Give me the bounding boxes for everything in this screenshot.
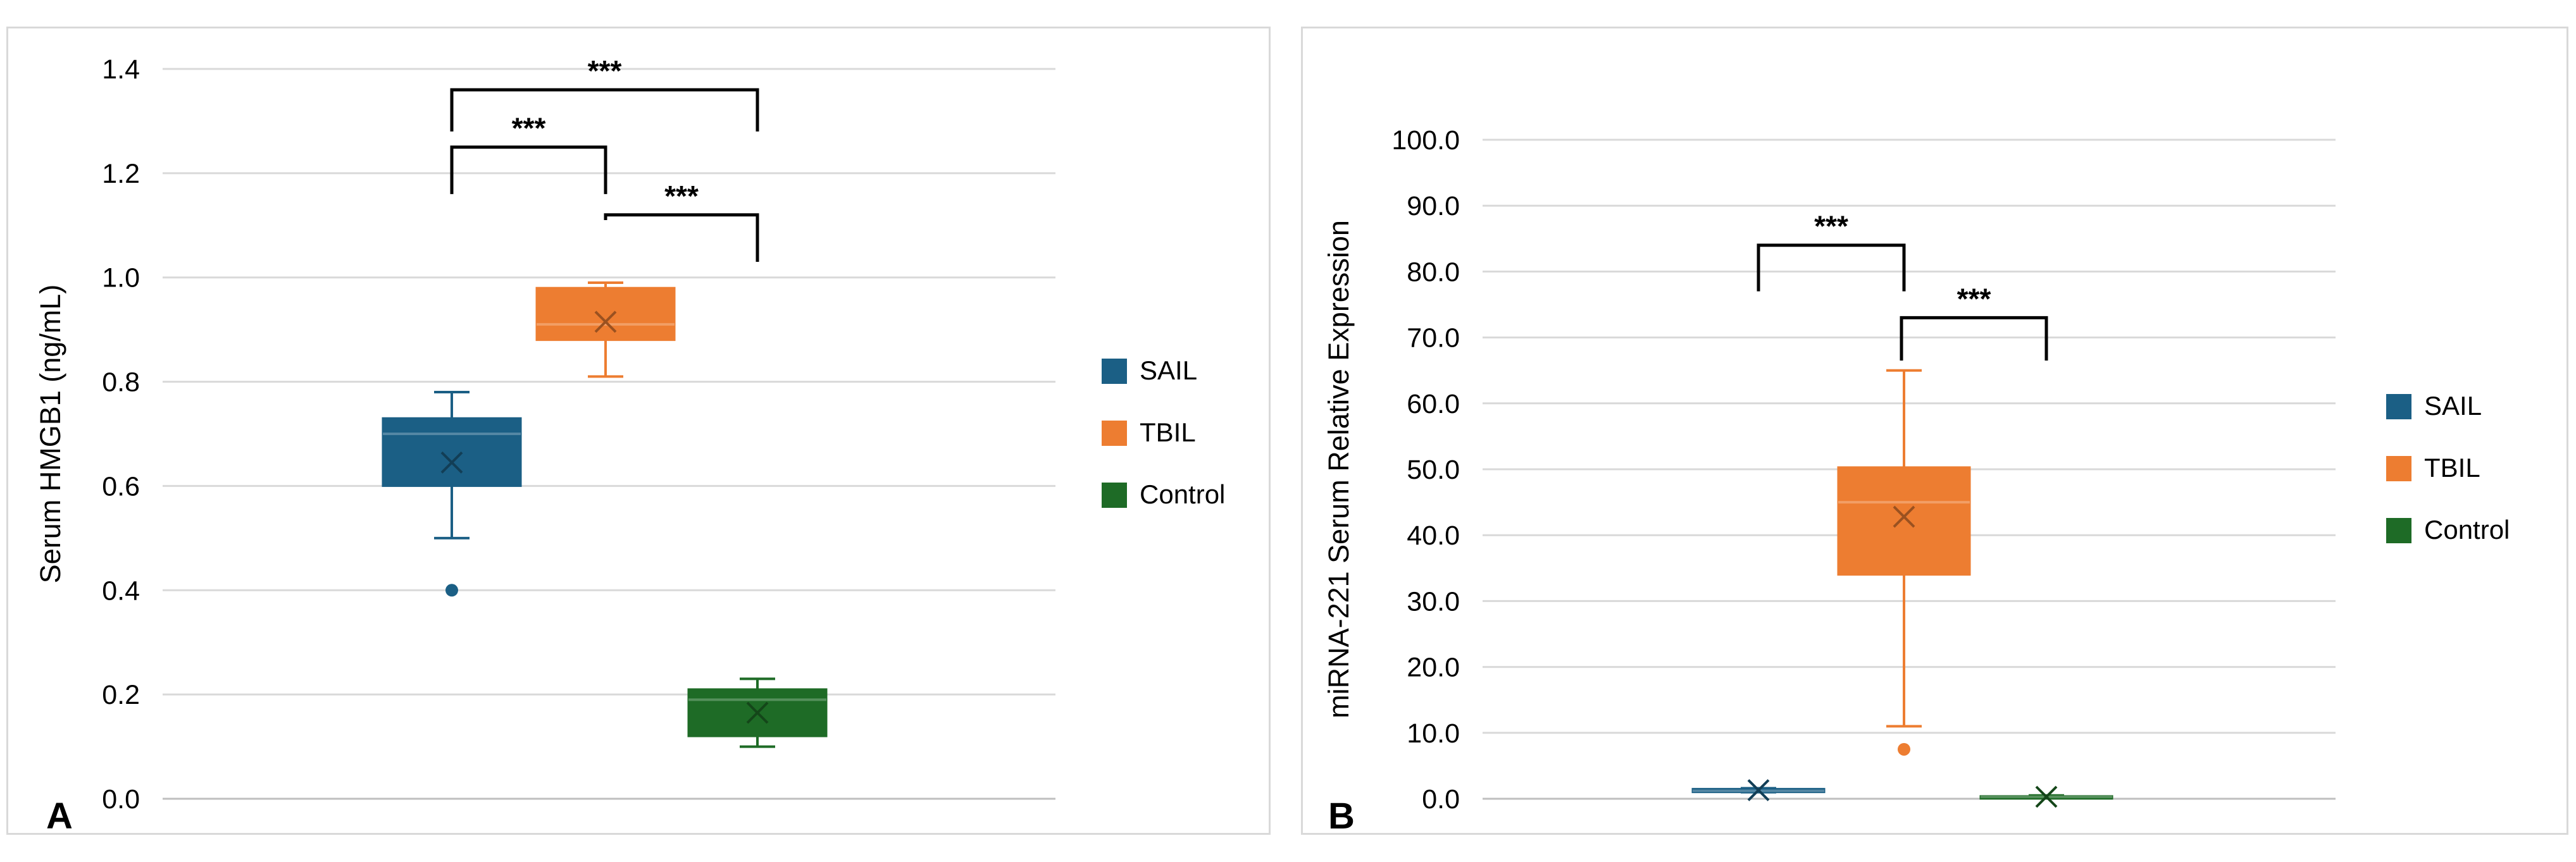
panel-letter: A bbox=[46, 796, 73, 837]
significance-label: *** bbox=[664, 180, 699, 212]
y-tick-label: 1.2 bbox=[102, 159, 140, 189]
legend-label-sail: SAIL bbox=[1140, 355, 1197, 385]
box-sail bbox=[382, 417, 522, 487]
legend-swatch-tbil bbox=[1102, 421, 1127, 446]
significance-bracket bbox=[1900, 316, 2048, 361]
legend-label-tbil: TBIL bbox=[2424, 453, 2480, 483]
significance-label: *** bbox=[1957, 282, 1991, 315]
chart-a-svg: 0.0 0.2 0.4 0.6 0.8 1.0 1.2 1.4 Serum HMGB1 (ng/… bbox=[34, 54, 1225, 837]
panel-letter: B bbox=[1328, 796, 1355, 837]
box-tbil bbox=[1837, 466, 1971, 576]
y-tick-label: 100.0 bbox=[1391, 125, 1460, 156]
legend-swatch-tbil bbox=[2386, 456, 2411, 481]
y-tick-label: 40.0 bbox=[1407, 520, 1460, 551]
y-tick-label: 0.0 bbox=[102, 784, 140, 815]
legend-swatch-sail bbox=[1102, 359, 1127, 384]
legend-label-control: Control bbox=[2424, 515, 2510, 545]
y-axis-label: miRNA-221 Serum Relative Expression bbox=[1322, 220, 1355, 718]
chart-panel-a: 0.0 0.2 0.4 0.6 0.8 1.0 1.2 1.4 Serum HMGB1 (ng/… bbox=[6, 27, 1271, 837]
legend-label-control: Control bbox=[1140, 479, 1225, 509]
significance-label: *** bbox=[1814, 210, 1848, 243]
significance-bracket bbox=[450, 88, 759, 132]
y-tick-label: 0.4 bbox=[102, 576, 140, 606]
legend-swatch-sail bbox=[2386, 394, 2411, 419]
y-tick-label: 0.2 bbox=[102, 680, 140, 710]
mean-marker bbox=[1747, 779, 1770, 801]
y-tick-label: 30.0 bbox=[1407, 586, 1460, 617]
legend-swatch-control bbox=[1102, 483, 1127, 508]
box-tbil bbox=[535, 286, 676, 342]
y-tick-label: 0.6 bbox=[102, 471, 140, 502]
y-tick-label: 60.0 bbox=[1407, 389, 1460, 419]
y-tick-label: 80.0 bbox=[1407, 257, 1460, 287]
significance-label: *** bbox=[512, 112, 546, 145]
y-axis-label: Serum HMGB1 (ng/mL) bbox=[34, 285, 66, 584]
y-tick-label: 20.0 bbox=[1407, 653, 1460, 683]
significance-label: *** bbox=[588, 54, 622, 87]
outlier-point bbox=[1898, 742, 1910, 756]
mean-marker bbox=[2035, 785, 2058, 808]
y-tick-label: 1.4 bbox=[102, 54, 140, 85]
y-tick-label: 0.0 bbox=[1422, 784, 1460, 815]
y-tick-label: 90.0 bbox=[1407, 191, 1460, 221]
significance-bracket bbox=[450, 145, 607, 194]
y-tick-label: 0.8 bbox=[102, 367, 140, 398]
mean-marker bbox=[594, 311, 617, 333]
y-tick-label: 1.0 bbox=[102, 263, 140, 293]
significance-bracket bbox=[1757, 243, 1906, 292]
mean-marker bbox=[1893, 505, 1915, 528]
mean-marker bbox=[746, 701, 769, 724]
significance-bracket bbox=[604, 213, 759, 262]
y-tick-label: 50.0 bbox=[1407, 455, 1460, 485]
legend-swatch-control bbox=[2386, 518, 2411, 543]
chart-b-svg: 0.0 10.0 20.0 30.0 40.0 50.0 60.0 70.0 80.0 90.0 1… bbox=[1322, 125, 2510, 837]
legend-label-tbil: TBIL bbox=[1140, 417, 1196, 447]
mean-marker bbox=[440, 451, 463, 474]
y-tick-label: 10.0 bbox=[1407, 718, 1460, 749]
chart-panel-b: 0.0 10.0 20.0 30.0 40.0 50.0 60.0 70.0 80.0 90.0 1… bbox=[1301, 27, 2568, 837]
outlier-point bbox=[445, 584, 458, 597]
legend-label-sail: SAIL bbox=[2424, 391, 2482, 421]
y-tick-label: 70.0 bbox=[1407, 323, 1460, 354]
